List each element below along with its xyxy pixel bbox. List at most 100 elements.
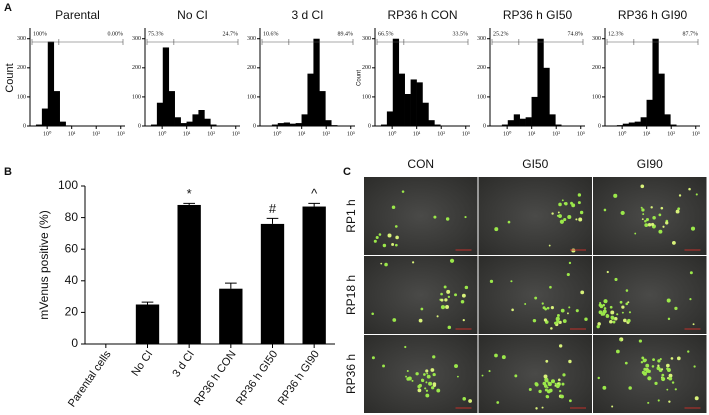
panel-label: C bbox=[343, 166, 351, 178]
cell bbox=[642, 213, 645, 215]
cell bbox=[577, 193, 582, 197]
gate-label: 66.5% bbox=[378, 31, 394, 37]
cell bbox=[603, 299, 608, 304]
cell bbox=[568, 306, 571, 309]
histogram-panel: RP36 h CON 0 100 200 300 10⁰ 10¹ 10² 10³ Count 66.… bbox=[357, 8, 470, 137]
cell bbox=[596, 324, 600, 329]
x-tick-label: RP36 h GI50 bbox=[234, 349, 280, 408]
cell bbox=[392, 318, 397, 322]
cell bbox=[689, 271, 693, 275]
cell bbox=[432, 355, 436, 359]
cell bbox=[558, 202, 562, 207]
cell bbox=[464, 285, 469, 290]
micrograph bbox=[478, 177, 592, 255]
cell bbox=[611, 405, 614, 408]
y-tick-label: 0 bbox=[71, 336, 78, 350]
cell bbox=[579, 210, 584, 215]
histogram-bar bbox=[549, 114, 556, 126]
cell bbox=[411, 379, 414, 382]
y-tick-label: 0 bbox=[598, 123, 601, 129]
cell bbox=[641, 208, 645, 212]
cell bbox=[430, 368, 435, 372]
x-tick-label: 10² bbox=[322, 131, 330, 137]
error-bar bbox=[225, 282, 237, 289]
significance-mark: * bbox=[187, 186, 192, 201]
histogram-panel: Parental 0 100 200 300 10⁰ 10¹ 10² 10³ Count 100% 0… bbox=[4, 8, 125, 137]
cell bbox=[670, 357, 674, 360]
cell bbox=[558, 344, 563, 348]
significance-mark: ^ bbox=[311, 186, 318, 201]
histogram-bar bbox=[670, 124, 677, 126]
cell bbox=[668, 373, 673, 378]
y-tick-label: 100 bbox=[17, 94, 26, 100]
cell bbox=[567, 214, 572, 220]
cell bbox=[432, 383, 437, 387]
histogram-bar bbox=[652, 38, 659, 126]
cell bbox=[692, 323, 695, 326]
cell bbox=[401, 190, 405, 193]
cell bbox=[382, 364, 385, 368]
cell bbox=[417, 388, 422, 393]
cell bbox=[514, 374, 518, 378]
cell bbox=[534, 296, 538, 300]
y-tick-label: 0 bbox=[253, 123, 256, 129]
cell bbox=[462, 397, 467, 401]
y-tick-label: 0 bbox=[23, 123, 26, 129]
micrograph bbox=[593, 177, 707, 255]
cell bbox=[551, 212, 554, 215]
histogram-bar bbox=[174, 117, 181, 126]
cell bbox=[661, 373, 665, 377]
cell bbox=[546, 386, 549, 389]
histogram-bar bbox=[283, 122, 290, 126]
cell bbox=[621, 311, 624, 314]
gate-label: 74.8% bbox=[568, 31, 584, 37]
cell bbox=[461, 293, 466, 298]
cell bbox=[436, 315, 439, 318]
histogram-bar bbox=[325, 120, 332, 126]
cell bbox=[436, 388, 441, 393]
cell bbox=[676, 356, 681, 361]
cell bbox=[584, 317, 588, 321]
cell bbox=[546, 389, 551, 394]
cell bbox=[657, 359, 661, 363]
cell bbox=[481, 374, 484, 377]
cell bbox=[534, 382, 539, 387]
cell bbox=[645, 217, 650, 222]
histogram-panel: RP36 h GI50 0 100 200 300 10⁰ 10¹ 10² 10³ 25.2% 74… bbox=[477, 8, 585, 137]
y-tick-label: 300 bbox=[362, 36, 371, 42]
y-tick-label: 0 bbox=[483, 123, 486, 129]
cell bbox=[616, 313, 619, 316]
cell bbox=[557, 378, 561, 382]
cell bbox=[447, 295, 451, 299]
gate-label: 10.6% bbox=[263, 31, 279, 37]
cell bbox=[425, 389, 429, 392]
cell bbox=[568, 261, 572, 265]
error-bar bbox=[266, 217, 279, 224]
histogram-bar bbox=[531, 96, 538, 126]
histogram-bar bbox=[386, 111, 394, 126]
x-tick-label: 10² bbox=[207, 131, 215, 137]
histogram-bar bbox=[410, 79, 417, 126]
cell bbox=[528, 387, 532, 391]
x-tick-label: 10¹ bbox=[298, 131, 306, 137]
cell bbox=[658, 213, 662, 217]
chart-title: RP36 h GI90 bbox=[618, 8, 688, 22]
cell bbox=[378, 233, 382, 236]
x-tick-label: 10⁰ bbox=[158, 130, 167, 137]
y-tick-label: 80 bbox=[65, 210, 79, 224]
cell bbox=[494, 353, 498, 358]
x-tick-label: 10⁰ bbox=[388, 130, 397, 137]
y-tick-label: 300 bbox=[592, 36, 601, 42]
histogram-bar bbox=[507, 120, 515, 126]
y-tick-label: 200 bbox=[592, 65, 601, 71]
cell bbox=[600, 312, 604, 316]
cell bbox=[425, 393, 430, 398]
cell bbox=[641, 356, 645, 360]
gate bbox=[261, 39, 354, 45]
cell bbox=[688, 187, 691, 191]
y-axis-label: mVenus positive (%) bbox=[37, 210, 51, 319]
cell bbox=[544, 378, 549, 383]
histogram-bar bbox=[428, 120, 435, 126]
micrograph bbox=[478, 256, 592, 334]
